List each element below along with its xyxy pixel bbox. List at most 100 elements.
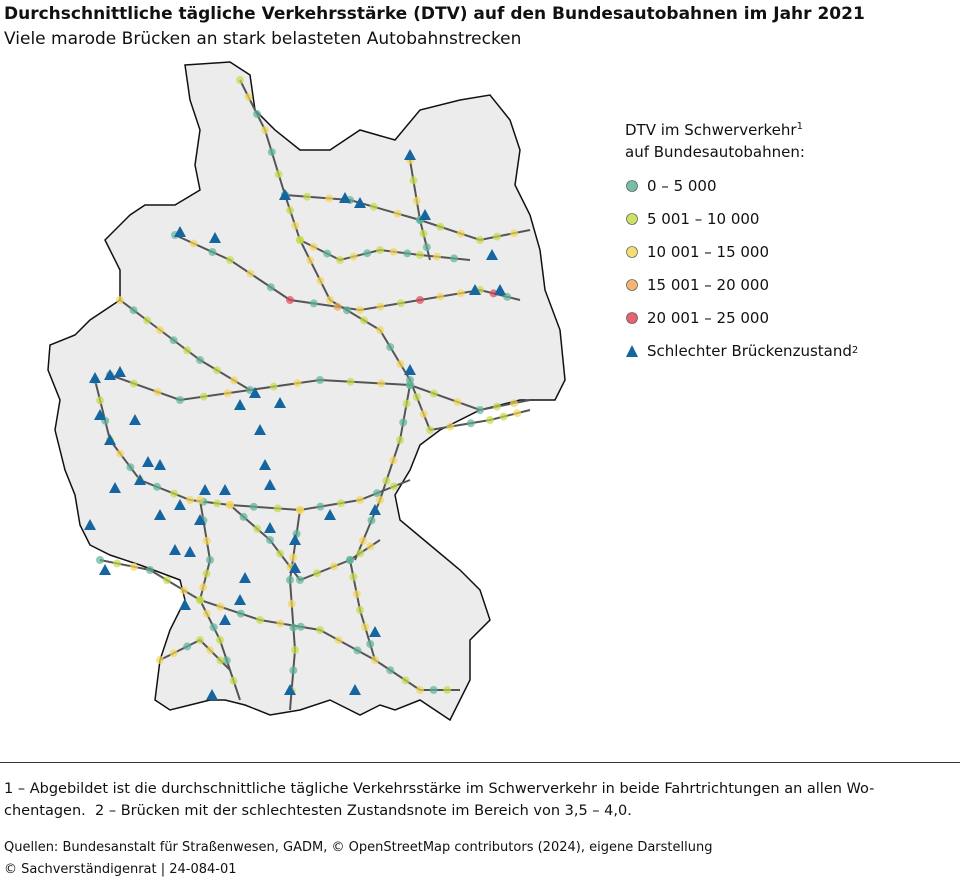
traffic-point <box>390 482 398 491</box>
bridge-marker <box>234 594 246 605</box>
bridge-marker <box>219 614 231 625</box>
bridge-marker <box>279 189 291 200</box>
traffic-point <box>199 392 208 401</box>
traffic-point <box>356 496 364 504</box>
traffic-point <box>316 502 325 511</box>
bridge-marker <box>419 209 431 220</box>
bridge-marker <box>89 372 101 383</box>
legend-items: 0 – 5 000 5 001 – 10 000 10 001 – 15 000 15… <box>625 169 858 367</box>
traffic-point <box>376 326 384 334</box>
traffic-point <box>216 656 225 665</box>
traffic-point <box>360 316 368 325</box>
traffic-point <box>389 247 398 256</box>
traffic-point <box>346 556 354 564</box>
legend-symbol <box>626 212 638 225</box>
subtitle: Viele marode Brücken an stark belasteten… <box>4 29 522 49</box>
traffic-point <box>226 501 234 509</box>
bridge-marker <box>84 519 96 530</box>
traffic-point <box>306 256 315 265</box>
bridge-marker <box>199 484 211 495</box>
traffic-point <box>296 506 304 514</box>
traffic-point <box>236 76 244 84</box>
legend-circle <box>626 179 638 192</box>
traffic-point <box>230 376 238 385</box>
traffic-point <box>396 360 405 368</box>
traffic-point <box>361 623 370 631</box>
traffic-point <box>367 516 376 525</box>
traffic-point <box>169 649 178 658</box>
legend-circle <box>626 245 638 258</box>
traffic-point <box>296 236 304 244</box>
traffic-point <box>202 609 211 618</box>
traffic-point <box>359 536 367 545</box>
traffic-point <box>426 426 434 434</box>
traffic-point <box>189 239 198 248</box>
traffic-point <box>336 499 345 508</box>
bridge-marker <box>129 414 141 425</box>
traffic-point <box>399 418 408 427</box>
bridge-marker <box>174 226 186 237</box>
traffic-point <box>412 196 421 205</box>
traffic-point <box>334 636 343 645</box>
traffic-point <box>416 251 424 259</box>
legend-item: Schlechter Brückenzustand 2 <box>625 334 858 367</box>
traffic-point <box>393 209 402 218</box>
traffic-point <box>229 676 238 685</box>
traffic-point <box>373 489 381 498</box>
traffic-point <box>183 642 192 651</box>
bridge-markers <box>84 149 506 700</box>
traffic-point <box>223 389 232 398</box>
bridge-marker <box>142 456 154 467</box>
title: Durchschnittliche tägliche Verkehrsstärk… <box>4 4 865 24</box>
traffic-point <box>343 306 351 315</box>
traffic-point <box>293 379 302 388</box>
traffic-point <box>253 524 262 533</box>
traffic-point <box>386 666 395 675</box>
traffic-point <box>382 476 391 485</box>
traffic-point <box>409 176 418 185</box>
traffic-point <box>180 586 188 595</box>
road <box>239 79 431 431</box>
traffic-point <box>273 504 282 513</box>
traffic-point <box>316 626 324 634</box>
bridge-marker <box>369 626 381 637</box>
germany-outline <box>47 61 566 722</box>
legend-label: 5 001 – 10 000 <box>647 209 760 228</box>
bridge-marker <box>154 459 166 470</box>
legend-item: 5 001 – 10 000 <box>625 202 858 235</box>
legend-item: 10 001 – 15 000 <box>625 235 858 268</box>
traffic-point <box>199 583 208 592</box>
traffic-point <box>153 482 161 491</box>
bridge-marker <box>194 514 206 525</box>
traffic-point <box>291 646 299 654</box>
legend-label: 0 – 5 000 <box>647 176 717 195</box>
traffic-point <box>476 236 484 244</box>
traffic-point <box>226 256 234 264</box>
traffic-point <box>510 399 518 408</box>
traffic-point <box>266 536 274 544</box>
traffic-point <box>246 269 255 278</box>
traffic-point <box>389 456 398 465</box>
traffic-point <box>163 576 171 585</box>
legend-item: 20 001 – 25 000 <box>625 301 858 334</box>
traffic-point <box>433 252 441 261</box>
bridge-marker <box>494 284 506 295</box>
traffic-point <box>412 393 421 401</box>
traffic-point <box>416 296 424 304</box>
traffic-point <box>309 299 318 308</box>
legend-symbol <box>626 245 638 258</box>
traffic-point <box>436 222 445 231</box>
traffic-point <box>406 381 414 389</box>
bridge-marker <box>349 684 361 695</box>
bridge-marker <box>284 684 296 695</box>
legend-label: Schlechter Brückenzustand <box>647 341 852 360</box>
traffic-point <box>336 256 344 264</box>
traffic-point <box>216 636 224 644</box>
traffic-point <box>176 396 184 404</box>
traffic-point <box>513 409 522 418</box>
traffic-point <box>286 206 295 215</box>
traffic-point <box>196 496 204 504</box>
traffic-point <box>170 489 178 498</box>
